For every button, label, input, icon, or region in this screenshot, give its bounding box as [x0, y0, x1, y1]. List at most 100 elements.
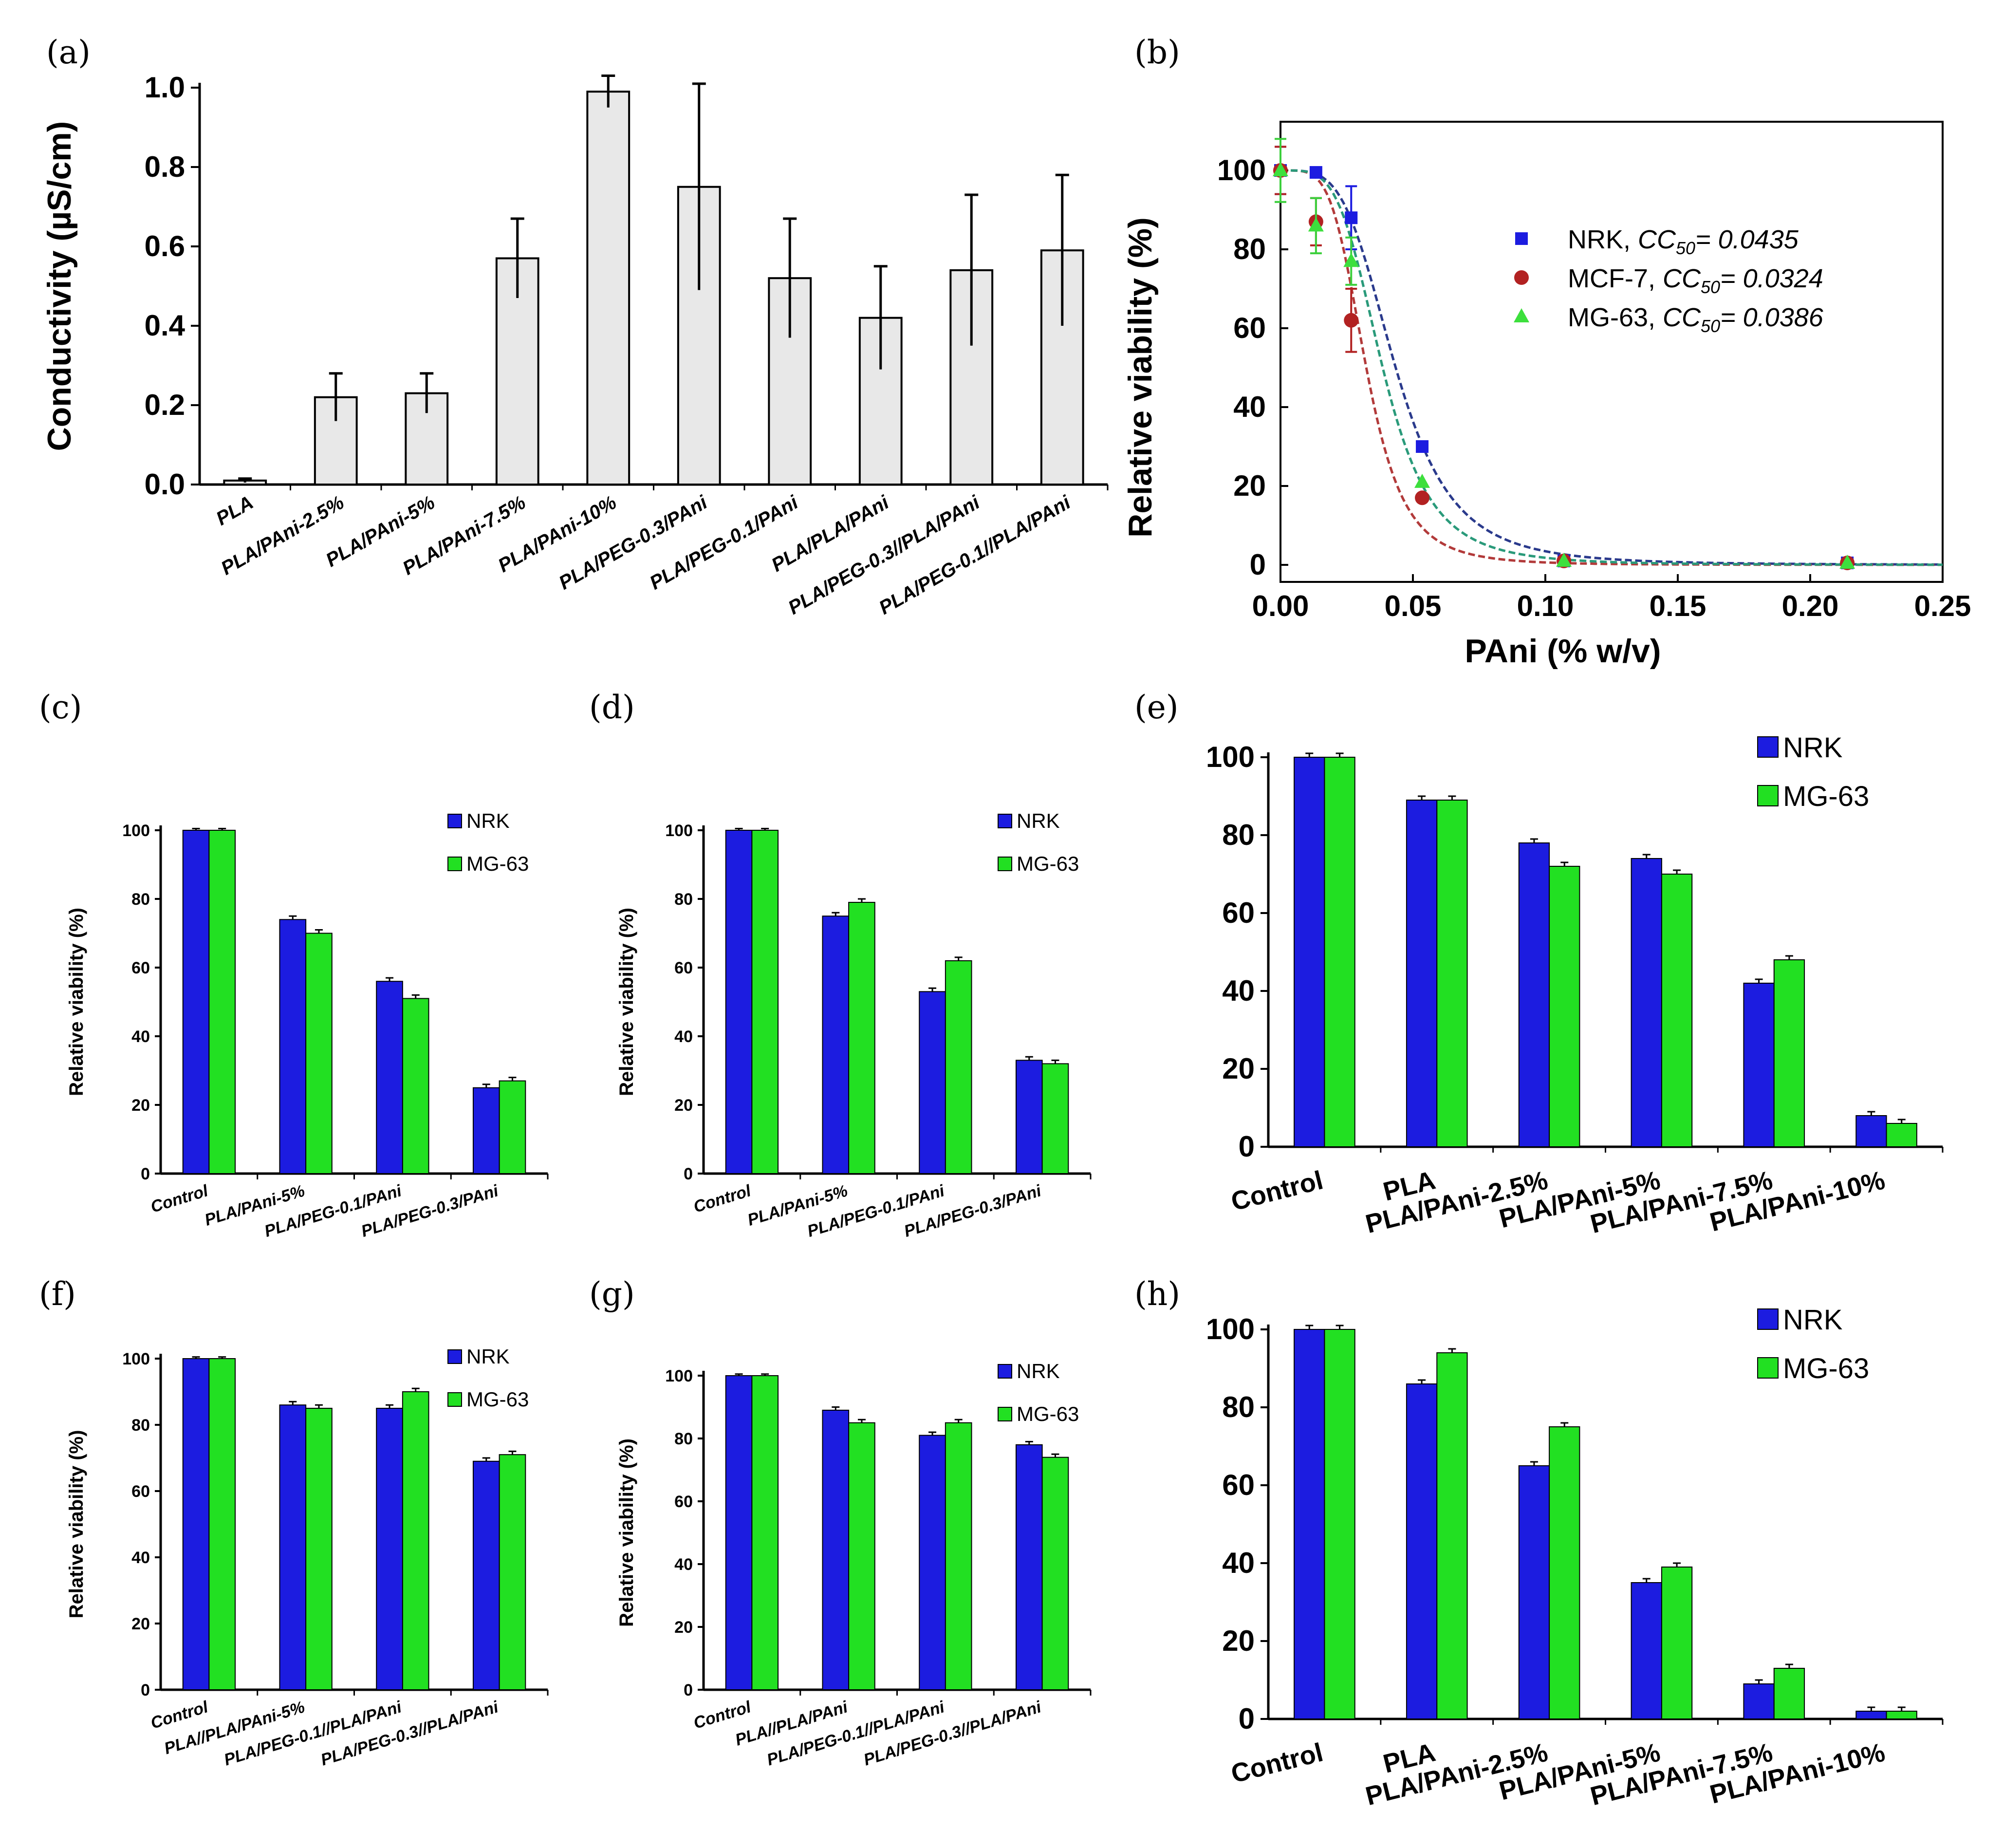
y-axis-title: Relative viability (%): [616, 1438, 637, 1627]
bar-nrk: [376, 1408, 403, 1690]
legend-label: NRK: [1783, 1304, 1843, 1336]
y-tick-label: 100: [1217, 154, 1266, 187]
bar-nrk: [1406, 800, 1438, 1147]
bar-mg63: [848, 1422, 875, 1690]
y-tick-label: 100: [1206, 1313, 1255, 1345]
bar-nrk: [822, 1409, 850, 1690]
legend-label: MG-63: [1017, 1402, 1079, 1425]
bar-nrk: [1518, 842, 1550, 1147]
x-category-label: Control: [691, 1181, 754, 1216]
bar-nrk: [822, 915, 850, 1174]
bar-nrk: [279, 1404, 307, 1690]
bar-nrk: [1518, 1465, 1550, 1719]
point-nrk: [1309, 166, 1322, 179]
bar-nrk: [1015, 1060, 1043, 1175]
legend-label: NRK: [1017, 809, 1060, 832]
bar-nrk: [1294, 1329, 1325, 1719]
y-tick-label: 0.0: [145, 468, 185, 501]
bar-mg63: [208, 1358, 236, 1690]
y-tick-label: 80: [1222, 1391, 1255, 1423]
bar-mg63: [1436, 1352, 1468, 1719]
y-axis-title: Relative viability (%): [66, 908, 87, 1096]
y-tick-label: 40: [674, 1555, 693, 1574]
legend-cc-label: CC: [1638, 225, 1676, 254]
x-tick-label: 0.05: [1385, 590, 1442, 622]
bar-mg63: [945, 1422, 972, 1690]
x-axis-title: PAni (% w/v): [1465, 633, 1661, 670]
chart-f: 0 20 40 60 80 100 Relative viability (%) Contro…: [66, 1345, 549, 1770]
y-tick-label: 20: [1222, 1052, 1255, 1085]
y-tick-label: 100: [122, 821, 150, 840]
bar-nrk: [1294, 757, 1325, 1147]
y-tick-label: 0: [141, 1681, 150, 1699]
y-tick-label: 0.4: [145, 309, 185, 342]
fit-curve-nrk: [1280, 169, 1943, 566]
point-mg63: [1839, 554, 1855, 569]
y-tick-label: 40: [674, 1027, 693, 1046]
legend-label: MG-63, CC50= 0.0386: [1568, 303, 1824, 336]
legend-cc-subscript: 50: [1676, 238, 1695, 258]
y-tick-label: 100: [665, 1367, 693, 1385]
y-tick-label: 80: [674, 1430, 693, 1448]
bar-nrk: [279, 919, 307, 1175]
bar-nrk: [919, 991, 946, 1174]
y-tick-label: 80: [1233, 233, 1266, 265]
y-axis-title: Relative viability (%): [1122, 217, 1159, 538]
panel-label-g: (g): [589, 1275, 635, 1313]
y-tick-label: 60: [131, 1482, 150, 1501]
y-axis-title: Relative viability (%): [616, 908, 637, 1096]
bar-mg63: [751, 1375, 779, 1690]
bar-mg63: [402, 1391, 429, 1690]
y-tick-label: 60: [1233, 312, 1266, 344]
y-tick-label: 20: [1222, 1624, 1255, 1657]
bar-nrk: [919, 1435, 946, 1691]
bar-mg63: [1661, 1567, 1693, 1719]
bar-nrk: [1015, 1444, 1043, 1690]
bar-mg63: [208, 830, 236, 1174]
legend-swatch-nrk: [447, 1349, 462, 1364]
bar-mg63: [1324, 757, 1355, 1147]
chart-g: 0 20 40 60 80 100 Relative viability (%) Contro…: [616, 1360, 1092, 1769]
bar-mg63: [1773, 959, 1805, 1147]
y-tick-label: 0: [1239, 1702, 1255, 1735]
legend-series-name: NRK,: [1568, 225, 1638, 254]
y-tick-label: 0: [684, 1681, 693, 1699]
y-tick-label: 0: [141, 1165, 150, 1183]
x-category-label: PLA/PEG-0.3//PLA/PAni: [318, 1698, 501, 1770]
chart-b: 0 20 40 60 80 100 0.00 0.05 0.10 0.15 0.20 0.25 PAni…: [1122, 121, 1971, 670]
bar: [405, 392, 449, 485]
legend-cc-subscript: 50: [1701, 277, 1720, 297]
panel-label-d: (d): [589, 689, 635, 726]
bar-mg63: [1886, 1711, 1917, 1719]
x-category-label: Control: [148, 1698, 211, 1733]
legend-label: MCF-7, CC50= 0.0324: [1568, 264, 1823, 297]
bar-mg63: [499, 1080, 526, 1174]
y-tick-label: 40: [1222, 974, 1255, 1007]
bar-mg63: [1886, 1123, 1917, 1147]
bar-nrk: [1631, 1582, 1662, 1719]
fit-curve-mcf-7: [1280, 169, 1943, 566]
y-tick-label: 0.6: [145, 230, 185, 262]
y-tick-label: 40: [131, 1549, 150, 1567]
legend-label: MG-63: [466, 1388, 529, 1411]
bar-nrk: [376, 981, 403, 1174]
bar-mg63: [1041, 1456, 1069, 1690]
bar-mg63: [1773, 1668, 1805, 1719]
bar-mg63: [1436, 800, 1468, 1147]
bar-mg63: [1324, 1329, 1355, 1719]
legend-swatch-mg63: [447, 1392, 462, 1407]
legend-swatch-nrk: [1757, 736, 1779, 758]
y-tick-label: 20: [1233, 469, 1266, 502]
chart-c: 0 20 40 60 80 100 Relative viability (%) Contro…: [66, 809, 549, 1241]
x-tick-label: 0.25: [1914, 590, 1971, 622]
bar-mg63: [848, 902, 875, 1175]
x-tick-label: 0.10: [1517, 590, 1574, 622]
bar-mg63: [499, 1454, 526, 1690]
point-mcf7: [1415, 490, 1430, 505]
y-tick-label: 0: [684, 1165, 693, 1183]
y-tick-label: 100: [122, 1350, 150, 1368]
y-axis-title: Conductivity (µS/cm): [41, 121, 78, 451]
chart-d: 0 20 40 60 80 100 Relative viability (%) Contro…: [616, 809, 1092, 1241]
